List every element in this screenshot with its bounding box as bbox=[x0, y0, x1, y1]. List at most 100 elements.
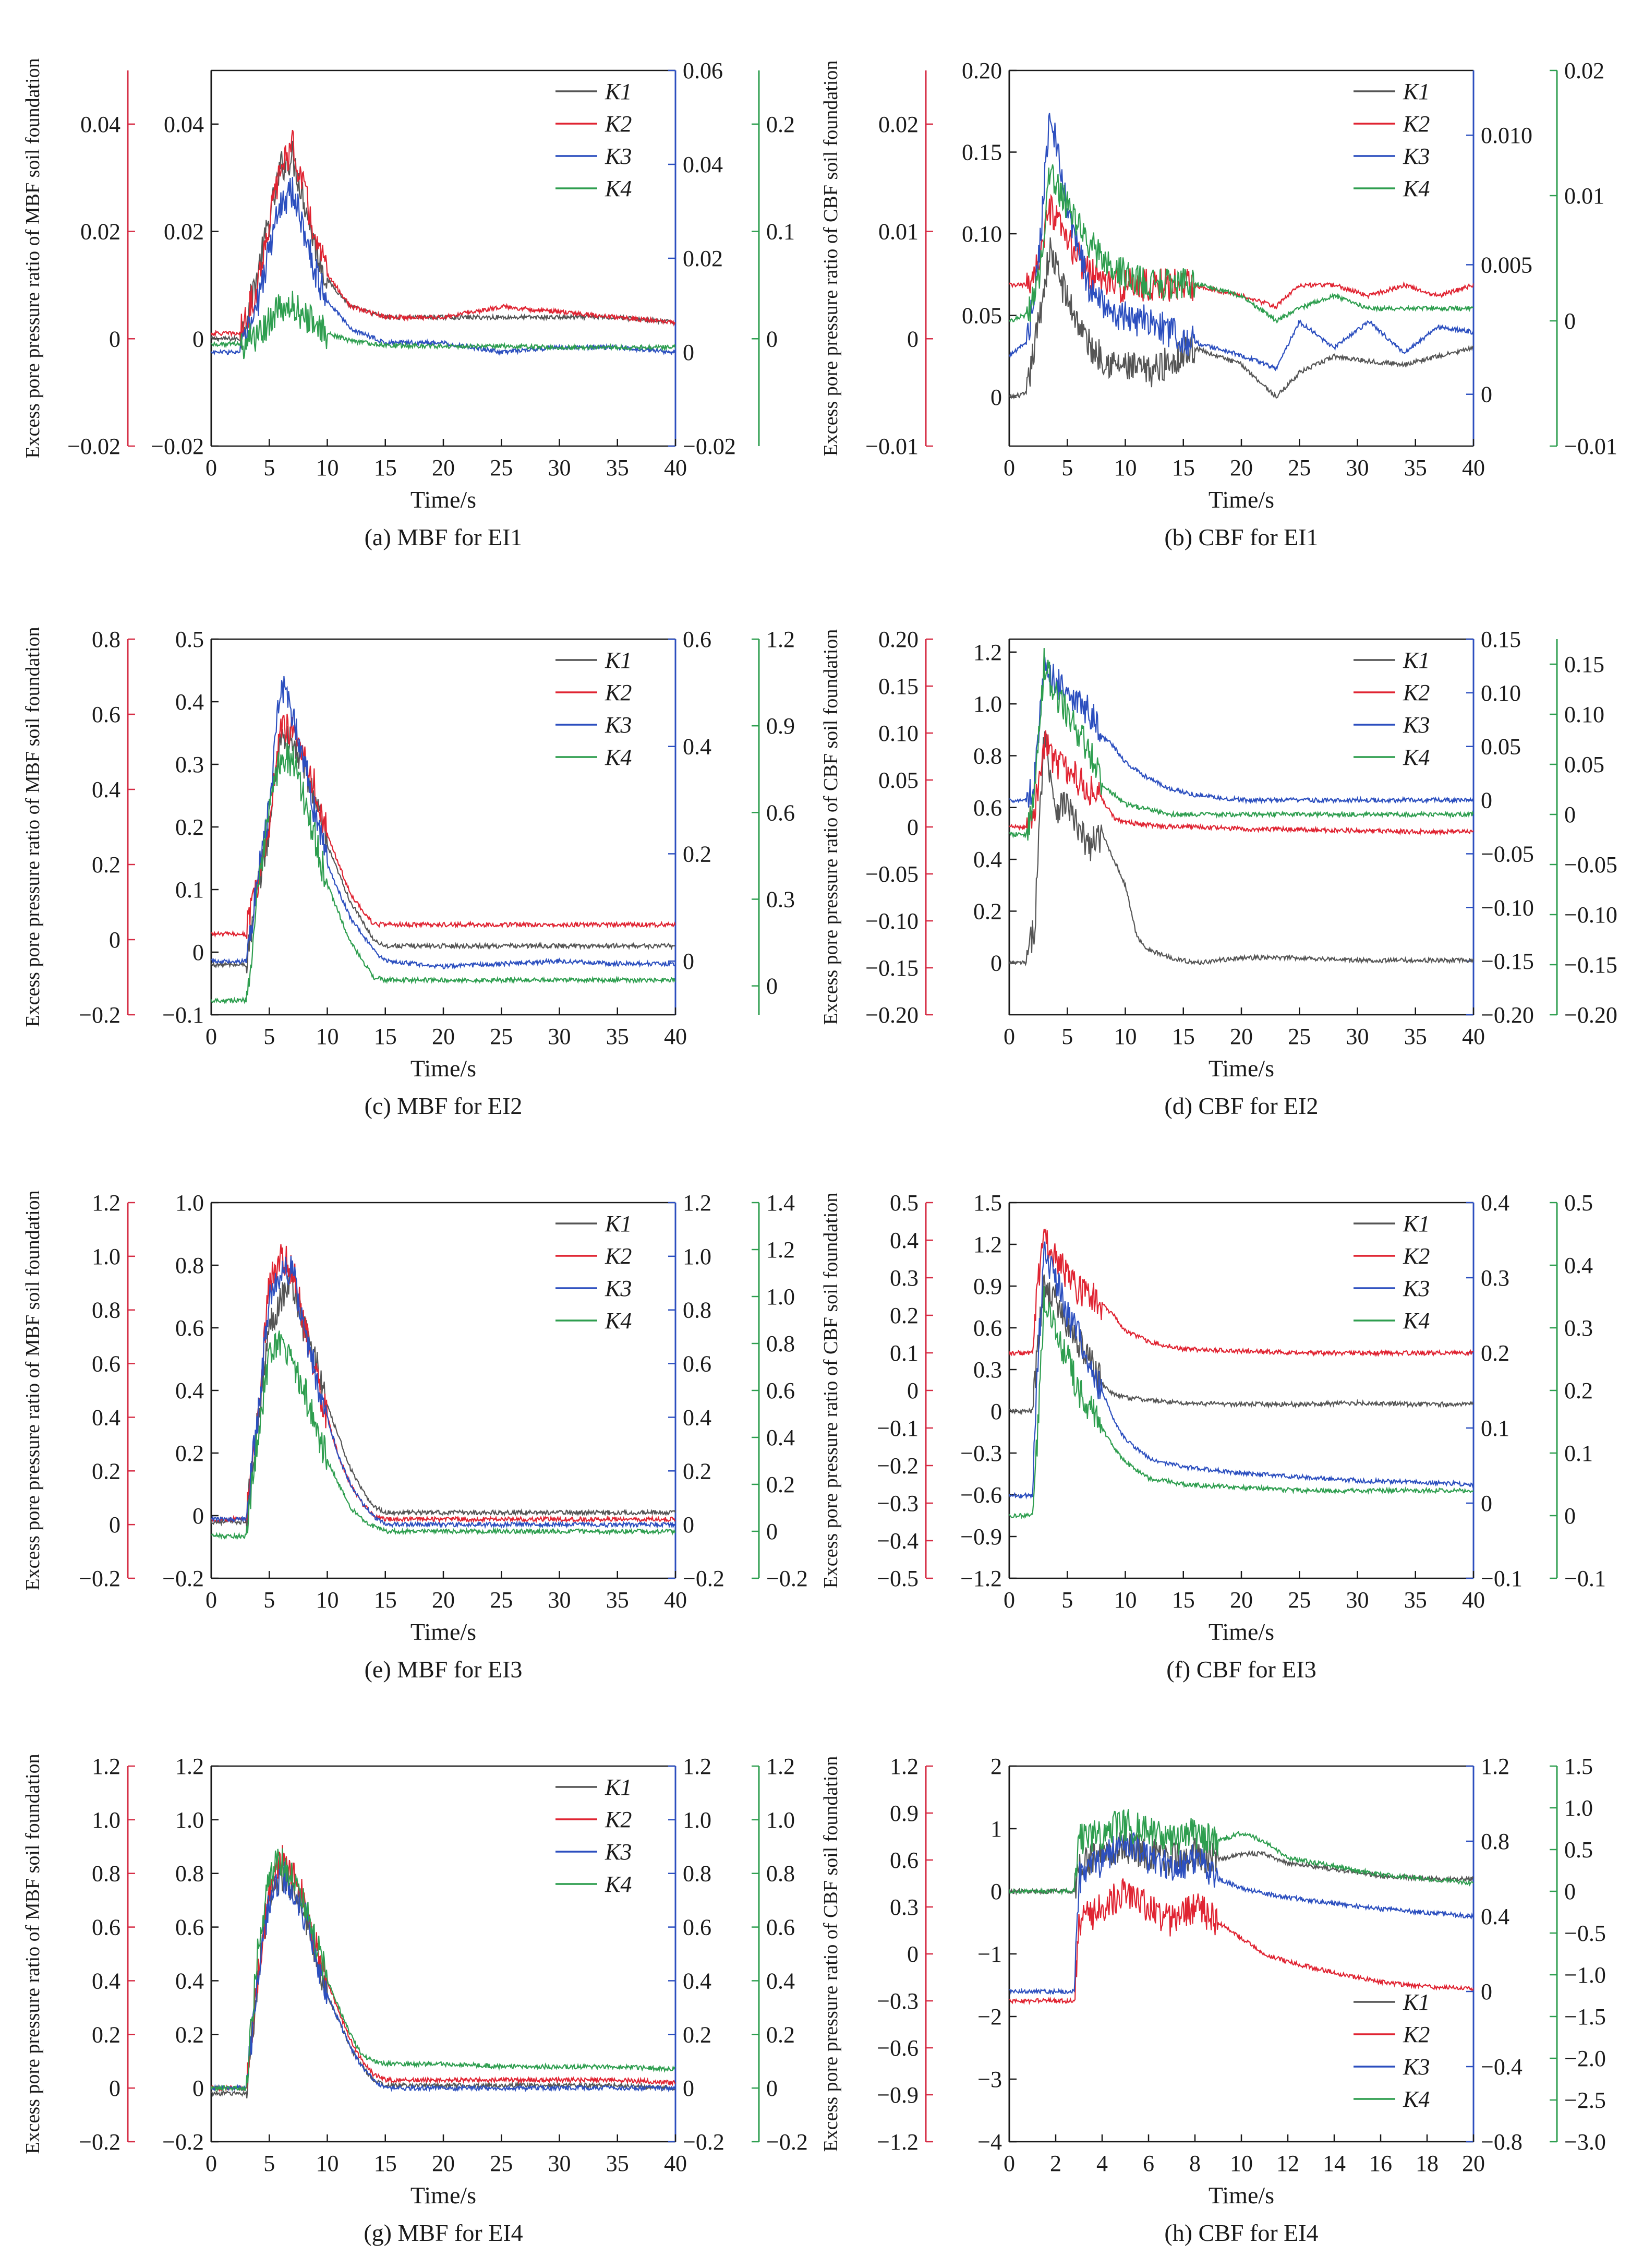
y-inner-tick-label: −4 bbox=[977, 2129, 1002, 2155]
y-right-tick-label: 1.2 bbox=[683, 1754, 711, 1779]
panel-caption: (f) CBF for EI3 bbox=[1166, 1656, 1316, 1683]
y-outer-tick-label: 1.2 bbox=[766, 627, 795, 652]
y-inner-tick-label: 0 bbox=[990, 951, 1002, 976]
series-line-K1 bbox=[1009, 237, 1473, 400]
legend-label-K2: K2 bbox=[1403, 680, 1430, 705]
y-right-tick-label: 0 bbox=[1481, 1979, 1492, 2005]
y-inner-tick-label: 0.05 bbox=[962, 303, 1002, 329]
y-left-tick-label: −0.6 bbox=[877, 2035, 919, 2061]
legend-label-K4: K4 bbox=[605, 1308, 632, 1334]
legend-label-K3: K3 bbox=[605, 1276, 632, 1301]
panel-c: −0.200.20.40.60.8−0.100.10.20.30.40.500.… bbox=[22, 627, 795, 1119]
panel-e: −0.200.20.40.60.81.01.2−0.200.20.40.60.8… bbox=[22, 1190, 808, 1683]
legend-label-K1: K1 bbox=[1403, 1211, 1430, 1237]
x-tick-label: 0 bbox=[206, 1024, 217, 1049]
x-tick-label: 5 bbox=[263, 455, 275, 481]
y-inner-tick-label: 0 bbox=[192, 940, 204, 965]
y-inner-tick-label: −0.2 bbox=[162, 1566, 204, 1591]
legend-label-K4: K4 bbox=[1403, 2086, 1430, 2112]
y-right-tick-label: 0 bbox=[1481, 788, 1492, 813]
series-line-K4 bbox=[211, 1848, 675, 2093]
legend-label-K1: K1 bbox=[1403, 1989, 1430, 2015]
series-line-K3 bbox=[211, 1860, 675, 2093]
x-tick-label: 10 bbox=[1230, 2151, 1253, 2176]
series-line-K2 bbox=[211, 713, 675, 939]
y-left-tick-label: 0.01 bbox=[878, 219, 919, 245]
legend-label-K1: K1 bbox=[1403, 647, 1430, 673]
y-outer-tick-label: 1.0 bbox=[766, 1807, 795, 1833]
y-right-tick-label: 0 bbox=[683, 2075, 694, 2101]
y-left-tick-label: 0.10 bbox=[878, 721, 919, 746]
panel-a: −0.0200.020.04−0.0200.020.04−0.0200.020.… bbox=[22, 58, 795, 550]
y-left-tick-label: 0.2 bbox=[92, 1458, 120, 1484]
x-tick-label: 20 bbox=[1462, 2151, 1485, 2176]
y-left-tick-label: 0 bbox=[109, 2075, 120, 2101]
y-inner-tick-label: 1 bbox=[990, 1816, 1002, 1842]
y-outer-tick-label: −0.10 bbox=[1564, 902, 1617, 928]
x-tick-label: 20 bbox=[1230, 455, 1253, 481]
y-right-tick-label: 0.6 bbox=[683, 1351, 711, 1377]
x-tick-label: 40 bbox=[1462, 1024, 1485, 1049]
y-left-tick-label: 0.6 bbox=[92, 1351, 120, 1377]
x-tick-label: 0 bbox=[1004, 2151, 1015, 2176]
y-right-tick-label: −0.2 bbox=[683, 1566, 724, 1591]
y-left-tick-label: 0 bbox=[907, 326, 919, 352]
y-outer-tick-label: 0.2 bbox=[766, 1472, 795, 1497]
x-tick-label: 20 bbox=[432, 455, 455, 481]
y-left-tick-label: 0.6 bbox=[92, 702, 120, 727]
y-right-tick-label: 0.2 bbox=[683, 841, 711, 867]
y-outer-tick-label: −0.5 bbox=[1564, 1921, 1606, 1946]
y-axis-title: Excess pore pressure ratio of CBF soil f… bbox=[820, 629, 842, 1025]
y-left-tick-label: −0.10 bbox=[865, 908, 919, 934]
x-tick-label: 15 bbox=[374, 1024, 397, 1049]
y-inner-tick-label: 1.0 bbox=[973, 691, 1002, 717]
x-tick-label: 20 bbox=[432, 1587, 455, 1613]
x-tick-label: 5 bbox=[1061, 1587, 1073, 1613]
series-line-K3 bbox=[211, 676, 675, 970]
y-axis-title: Excess pore pressure ratio of CBF soil f… bbox=[820, 1193, 842, 1589]
y-inner-tick-label: 1.2 bbox=[175, 1754, 204, 1779]
y-inner-tick-label: 1.5 bbox=[973, 1190, 1002, 1216]
y-inner-tick-label: 1.0 bbox=[175, 1807, 204, 1833]
y-right-tick-label: −0.05 bbox=[1481, 841, 1534, 867]
legend-label-K1: K1 bbox=[605, 1774, 632, 1800]
series-line-K4 bbox=[211, 291, 675, 359]
y-inner-tick-label: −3 bbox=[977, 2067, 1002, 2092]
y-inner-tick-label: 0 bbox=[192, 1503, 204, 1529]
y-outer-tick-label: 1.0 bbox=[1564, 1795, 1593, 1821]
y-inner-tick-label: 0.9 bbox=[973, 1274, 1002, 1299]
x-tick-label: 5 bbox=[1061, 455, 1073, 481]
y-right-tick-label: 0.2 bbox=[683, 2022, 711, 2047]
x-tick-label: 12 bbox=[1276, 2151, 1299, 2176]
y-inner-tick-label: 0.8 bbox=[175, 1253, 204, 1278]
x-tick-label: 10 bbox=[1114, 1587, 1137, 1613]
y-right-tick-label: 0.4 bbox=[683, 734, 711, 760]
y-axis-title: Excess pore pressure ratio of CBF soil f… bbox=[820, 61, 842, 457]
x-axis-title: Time/s bbox=[410, 1055, 476, 1082]
y-right-tick-label: 0 bbox=[683, 1512, 694, 1538]
y-outer-tick-label: 0 bbox=[766, 326, 778, 352]
y-left-tick-label: 1.2 bbox=[92, 1754, 120, 1779]
y-right-tick-label: 0.2 bbox=[683, 1458, 711, 1484]
x-tick-label: 30 bbox=[1346, 1587, 1369, 1613]
y-outer-tick-label: 0.2 bbox=[1564, 1378, 1593, 1403]
legend-label-K4: K4 bbox=[605, 745, 632, 770]
x-tick-label: 20 bbox=[432, 2151, 455, 2176]
y-outer-tick-label: −0.05 bbox=[1564, 852, 1617, 878]
y-left-tick-label: 0.4 bbox=[890, 1228, 919, 1253]
legend-label-K2: K2 bbox=[1403, 2022, 1430, 2047]
x-tick-label: 0 bbox=[1004, 455, 1015, 481]
x-tick-label: 5 bbox=[1061, 1024, 1073, 1049]
y-inner-tick-label: −0.9 bbox=[960, 1524, 1002, 1550]
y-outer-tick-label: 0 bbox=[1564, 308, 1576, 334]
legend-label-K2: K2 bbox=[605, 1807, 632, 1832]
y-left-tick-label: −0.3 bbox=[877, 1491, 919, 1516]
y-left-tick-label: −0.9 bbox=[877, 2082, 919, 2108]
y-inner-tick-label: 0.8 bbox=[175, 1861, 204, 1887]
y-outer-tick-label: 1.5 bbox=[1564, 1754, 1593, 1779]
legend-label-K4: K4 bbox=[1403, 176, 1430, 201]
x-tick-label: 40 bbox=[664, 2151, 687, 2176]
series-line-K2 bbox=[211, 129, 675, 346]
x-tick-label: 15 bbox=[1172, 455, 1195, 481]
y-outer-tick-label: 0.8 bbox=[766, 1861, 795, 1887]
